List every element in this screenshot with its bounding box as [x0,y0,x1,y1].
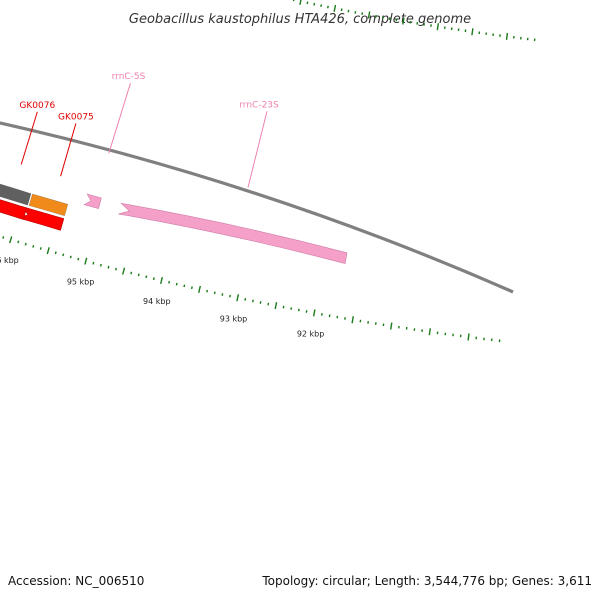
outer-tick [333,4,337,12]
rrna-arrow [83,193,102,209]
inner-tick [221,293,224,296]
inner-tick [244,297,247,301]
gene-label: GK0075 [58,112,94,122]
outer-tick [354,11,357,14]
cds-arrow [0,199,28,220]
inner-tick [206,289,209,293]
inner-tick [183,284,186,288]
inner-tick [24,242,27,246]
inner-tick [62,253,65,257]
genome-summary-text: Topology: circular; Length: 3,544,776 bp… [261,574,592,588]
inner-tick [213,291,216,295]
inner-tick [9,236,13,244]
outer-tick [395,18,398,22]
rrna-label: rrnC-5S [112,72,146,82]
outer-tick [340,8,343,12]
inner-tick [99,263,102,267]
inner-tick [145,275,148,279]
outer-tick [299,0,302,5]
outer-tick [505,32,509,40]
inner-tick [46,247,50,255]
inner-tick [175,282,178,286]
inner-tick [54,251,57,255]
inner-tick [390,322,393,330]
inner-tick [115,267,117,271]
inner-tick [274,302,278,310]
genome-backbone [0,121,514,294]
inner-tick [351,316,354,324]
scale-label: 92 kbp [297,330,325,339]
inner-tick [198,285,201,293]
outer-tick [375,14,377,18]
outer-tick [292,0,295,2]
outer-tick [327,5,329,9]
outer-tick [402,17,405,25]
rrna-label-line [108,82,131,154]
map-title: Geobacillus kaustophilus HTA426, complet… [129,12,471,27]
inner-tick [17,240,20,244]
gene-label-line [20,111,38,165]
inner-tick-ring [2,236,501,343]
gene-label: GK0076 [19,101,55,111]
gene-band [0,183,32,206]
outer-tick [367,11,371,19]
inner-tick [297,308,300,312]
inner-tick [92,261,95,265]
scale-label: 95 kbp [67,277,95,286]
inner-tick [130,271,133,275]
inner-tick [282,305,285,309]
gene-band [28,193,69,217]
inner-tick [32,245,35,248]
inner-tick [236,294,240,302]
inner-tick [252,299,254,303]
inner-tick [39,247,42,250]
scale-label: 96 kbp [0,256,19,265]
outer-tick [313,2,316,6]
outer-tick [471,28,474,36]
outer-tick [436,23,440,31]
accession-text: Accession: NC_006510 [8,574,144,588]
rrna-label-line [247,111,268,188]
scale-label: 94 kbp [143,297,171,306]
inner-tick [122,267,126,275]
inner-tick [168,280,171,284]
rrna-label: rrnC-23S [239,100,279,110]
inner-tick [77,257,80,261]
gene-label-line [60,123,77,177]
outer-tick [320,4,323,8]
inner-tick [107,265,110,269]
inner-tick [69,255,72,259]
inner-tick [467,333,470,341]
inner-tick [137,273,140,277]
inner-tick [267,302,270,306]
inner-tick [229,294,231,298]
inner-tick [2,236,5,239]
inner-tick [428,328,431,336]
inner-tick [152,277,155,281]
inner-tick [190,286,193,290]
inner-tick [305,310,308,313]
scale-label: 93 kbp [220,314,248,323]
inner-tick [160,276,163,285]
inner-tick [84,257,88,265]
outer-tick-ring [292,0,536,42]
outer-tick [306,1,309,5]
inner-tick [312,309,316,317]
rrna-arrow [118,202,348,264]
inner-tick [259,301,262,304]
